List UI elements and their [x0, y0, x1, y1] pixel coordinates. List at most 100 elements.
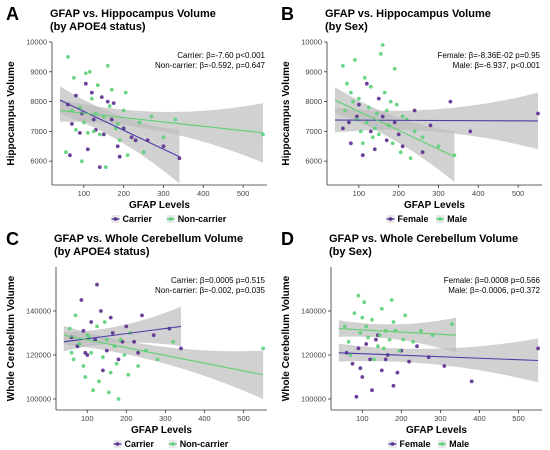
- point-male: [341, 63, 345, 68]
- x-tick-label: 100: [81, 414, 94, 423]
- point-carrier: [115, 144, 120, 149]
- legend-key-point: [438, 217, 442, 221]
- point-non-carrier: [83, 71, 88, 76]
- point-non-carrier: [83, 375, 88, 379]
- point-male: [400, 114, 405, 119]
- point-female: [374, 337, 378, 342]
- point-male: [387, 337, 392, 342]
- point-male: [372, 357, 376, 362]
- confidence-band-non-carrier: [60, 99, 263, 163]
- legend-item-male: Male: [436, 214, 467, 224]
- point-non-carrier: [123, 90, 128, 95]
- plot-area: [59, 55, 265, 184]
- point-male: [351, 99, 355, 104]
- point-carrier: [89, 320, 94, 324]
- point-male: [366, 105, 371, 110]
- point-male: [436, 144, 441, 149]
- point-male: [360, 141, 365, 146]
- point-male: [345, 81, 349, 86]
- legend-label: Carrier: [123, 214, 153, 224]
- legend-key-point: [170, 442, 175, 446]
- x-tick-label: 300: [434, 414, 447, 423]
- point-carrier: [109, 117, 114, 122]
- point-female: [357, 102, 361, 107]
- y-tick-label: 6000: [30, 157, 47, 166]
- legend-item-carrier: Carrier: [113, 439, 155, 449]
- point-female: [384, 138, 389, 143]
- point-male: [364, 120, 369, 125]
- point-male: [382, 90, 387, 95]
- point-carrier: [133, 138, 138, 143]
- point-non-carrier: [97, 379, 101, 384]
- fit-line-non-carrier: [59, 109, 264, 134]
- stat-annotation: Non-carrier: β=-0.592, p=0.647: [155, 61, 266, 70]
- point-male: [372, 126, 377, 131]
- point-female: [358, 366, 363, 371]
- y-axis-label: Whole Cerebellum Volume: [6, 275, 17, 401]
- point-carrier: [116, 357, 121, 362]
- x-tick-label: 200: [392, 189, 405, 198]
- point-female: [383, 357, 388, 362]
- point-male: [348, 353, 353, 357]
- point-non-carrier: [117, 138, 122, 143]
- point-non-carrier: [72, 75, 76, 80]
- point-non-carrier: [73, 313, 78, 318]
- chart-title: GFAP vs. Whole Cerebellum Volume: [329, 233, 518, 245]
- point-non-carrier: [80, 159, 84, 164]
- y-axis-label: Hippocampus Volume: [281, 61, 292, 166]
- point-female: [356, 346, 361, 351]
- point-male: [362, 75, 367, 80]
- point-carrier: [74, 93, 78, 98]
- x-tick-label: 300: [157, 189, 170, 198]
- y-axis-label: Hippocampus Volume: [6, 61, 17, 166]
- point-non-carrier: [87, 69, 92, 74]
- point-carrier: [124, 324, 129, 329]
- point-carrier: [93, 337, 97, 342]
- fit-line-male: [334, 99, 455, 158]
- point-non-carrier: [74, 127, 78, 132]
- point-carrier: [132, 339, 137, 344]
- point-male: [342, 324, 347, 329]
- point-male: [360, 315, 365, 320]
- point-non-carrier: [91, 129, 96, 134]
- point-non-carrier: [95, 324, 99, 329]
- point-male: [370, 135, 375, 140]
- stat-annotation: Carrier: β=-7.60 p<0.001: [177, 51, 265, 60]
- chart-subtitle: (by Sex): [325, 21, 368, 33]
- stat-annotation: Carrier: β=0.0005 p=0.515: [171, 276, 266, 285]
- point-female: [364, 342, 369, 346]
- point-male: [391, 320, 396, 324]
- panel-d: D GFAP vs. Whole Cerebellum Volume(by Sex…: [281, 229, 542, 449]
- point-male: [346, 339, 351, 344]
- legend-key-point: [168, 217, 173, 221]
- point-carrier: [95, 282, 99, 287]
- point-non-carrier: [67, 326, 72, 331]
- point-male: [397, 348, 402, 353]
- x-tick-label: 100: [353, 189, 366, 198]
- x-axis-label: GFAP Levels: [131, 425, 192, 436]
- point-female: [350, 361, 355, 366]
- point-carrier: [83, 350, 88, 355]
- point-non-carrier: [82, 120, 86, 125]
- point-male: [381, 346, 386, 351]
- legend-key-point: [115, 442, 120, 446]
- fit-line-female: [334, 119, 539, 122]
- point-female: [412, 108, 417, 113]
- point-female: [341, 126, 345, 131]
- y-tick-label: 140000: [26, 307, 51, 316]
- point-non-carrier: [114, 361, 119, 366]
- legend-label: Non-carrier: [180, 439, 229, 449]
- chart-title: GFAP vs. Hippocampus Volume: [50, 8, 216, 20]
- point-non-carrier: [66, 55, 70, 59]
- point-female: [536, 111, 540, 116]
- panel-a: A GFAP vs. Hippocampus Volume(by APOE4 st…: [6, 4, 267, 224]
- x-tick-label: 500: [512, 414, 525, 423]
- y-tick-label: 10000: [301, 38, 322, 47]
- chart-subtitle: (by APOE4 status): [50, 21, 146, 33]
- chart-title: GFAP vs. Hippocampus Volume: [325, 8, 491, 20]
- point-male: [379, 306, 384, 311]
- point-male: [376, 132, 381, 137]
- legend-item-carrier: Carrier: [111, 214, 153, 224]
- x-tick-label: 200: [120, 414, 133, 423]
- point-non-carrier: [141, 150, 146, 155]
